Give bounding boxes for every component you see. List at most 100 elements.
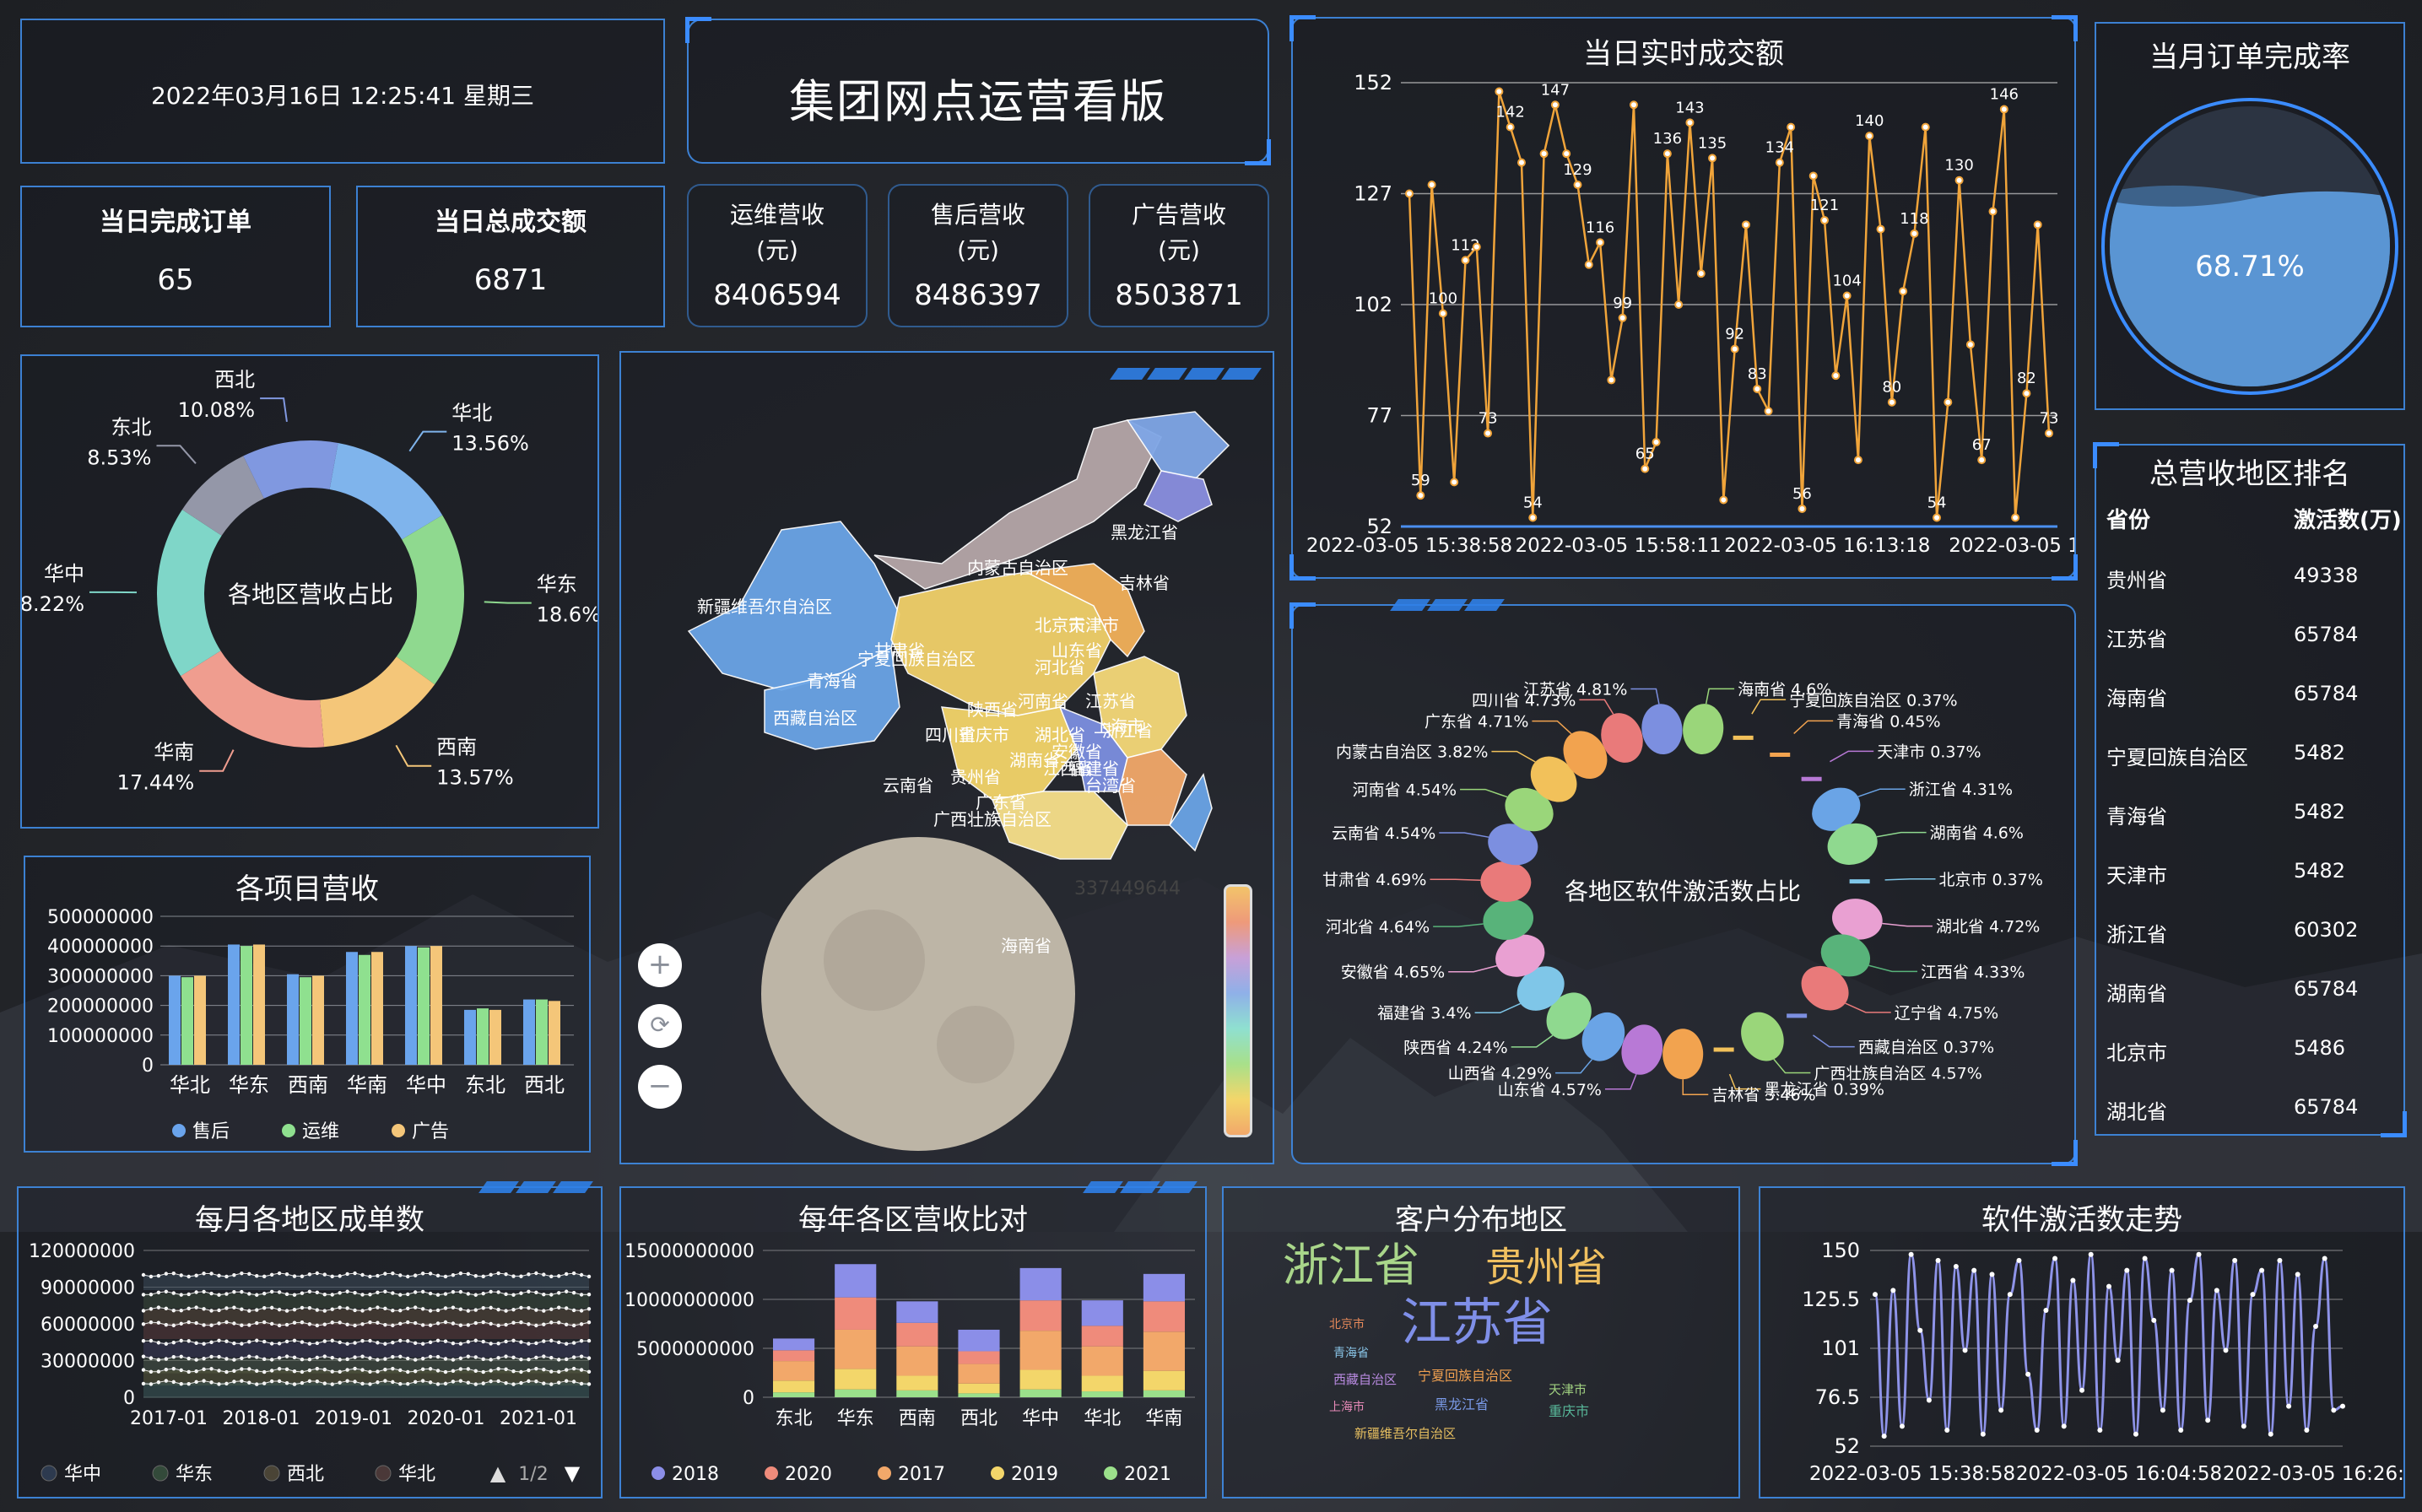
page-title: 集团网点运营看版 bbox=[789, 75, 1167, 128]
ring-label: 宁夏回族自治区 0.37% bbox=[1789, 691, 1957, 710]
panel-title: 每月各地区成单数 bbox=[195, 1203, 424, 1237]
data-label: 116 bbox=[1586, 219, 1614, 236]
ranking-value: 5486 bbox=[2294, 1036, 2346, 1060]
stack-2021-华中 bbox=[1019, 1389, 1062, 1397]
data-point bbox=[1933, 513, 1942, 522]
stack-2019-西北 bbox=[958, 1383, 1000, 1394]
bar-运维-东北 bbox=[477, 1008, 489, 1065]
series-line bbox=[143, 1321, 590, 1326]
map-label-宁夏回族自治区: 宁夏回族自治区 bbox=[857, 649, 976, 669]
corner-decoration bbox=[1245, 139, 1271, 165]
donut-slice-东北 bbox=[181, 456, 264, 536]
map-label-贵州省: 贵州省 bbox=[950, 767, 1001, 787]
legend-label: 2021 bbox=[1124, 1464, 1171, 1485]
map-label-四川省: 四川省 bbox=[925, 725, 976, 745]
visual-map-slider[interactable] bbox=[1224, 884, 1252, 1137]
data-label: 99 bbox=[1613, 294, 1632, 312]
data-point bbox=[2169, 1267, 2175, 1273]
data-point bbox=[1977, 456, 1987, 465]
ranking-province: 贵州省 bbox=[2106, 569, 2167, 592]
y-tick-label: 52 bbox=[1834, 1434, 1860, 1458]
data-point bbox=[2331, 1407, 2337, 1413]
stat-label: 当日完成订单 bbox=[100, 208, 251, 237]
data-point bbox=[1988, 207, 1998, 216]
revenue-ranking-panel: 总营收地区排名 省份 激活数(万) 贵州省 49338 江苏省 65784 海南省 657… bbox=[2093, 442, 2407, 1137]
gauge-liquid bbox=[2110, 185, 2390, 386]
zoom-out-button[interactable]: − bbox=[638, 1065, 682, 1109]
ring-segment bbox=[1488, 824, 1538, 866]
donut-center-label: 各地区营收占比 bbox=[228, 580, 393, 608]
map-label-海南省: 海南省 bbox=[1001, 936, 1052, 956]
data-point bbox=[1741, 220, 1750, 230]
mountain-background bbox=[0, 878, 2422, 1232]
data-point bbox=[1629, 100, 1638, 110]
datetime-panel: 2022年03月16日 12:25:41 星期三 bbox=[20, 19, 665, 164]
donut-label-pct: 8.53% bbox=[87, 446, 151, 469]
stat-unit: (元) bbox=[1158, 236, 1200, 264]
ranking-province: 浙江省 bbox=[2106, 923, 2167, 947]
stack-2021-华南 bbox=[1143, 1390, 1185, 1397]
data-point bbox=[2016, 1257, 2022, 1263]
stack-2020-华北 bbox=[1081, 1326, 1123, 1347]
ranking-province: 江苏省 bbox=[2106, 628, 2167, 651]
bar-广告-华北 bbox=[194, 975, 206, 1065]
data-point bbox=[587, 1338, 592, 1343]
data-label: 92 bbox=[1725, 326, 1744, 343]
donut-label-name: 华东 bbox=[537, 573, 577, 597]
word-江苏省: 江苏省 bbox=[1401, 1293, 1553, 1353]
legend-page-indicator: 1/2 bbox=[518, 1464, 548, 1485]
data-point bbox=[2178, 1428, 2184, 1434]
y-tick-label: 10000000000 bbox=[624, 1290, 754, 1311]
stat-card-turnover: 当日总成交额 6871 bbox=[356, 186, 665, 327]
area-band bbox=[143, 1293, 589, 1309]
zoom-reset-button[interactable]: ⟳ bbox=[638, 1004, 682, 1048]
data-label: 146 bbox=[1990, 86, 2019, 104]
map-label-甘肃省: 甘肃省 bbox=[874, 640, 925, 661]
corner-decoration bbox=[1289, 602, 1316, 629]
data-point bbox=[1775, 158, 1784, 167]
zoom-in-button[interactable]: + bbox=[638, 943, 682, 987]
ring-segment bbox=[1495, 934, 1545, 977]
panel-title: 当月订单完成率 bbox=[2149, 40, 2350, 74]
ring-segment bbox=[1563, 731, 1608, 780]
ring-label: 山东省 4.57% bbox=[1498, 1081, 1602, 1099]
data-label: 54 bbox=[1927, 494, 1947, 511]
ring-center-label: 各地区软件激活数占比 bbox=[1565, 878, 1801, 905]
data-label: 67 bbox=[1972, 436, 1992, 454]
ring-segment bbox=[1546, 992, 1592, 1040]
bar-运维-西北 bbox=[536, 999, 548, 1065]
stack-2019-华北 bbox=[1081, 1375, 1123, 1392]
series-line bbox=[143, 1307, 590, 1312]
word-西藏自治区: 西藏自治区 bbox=[1333, 1372, 1397, 1387]
stack-2021-西北 bbox=[958, 1393, 1000, 1397]
stack-2019-华中 bbox=[1019, 1369, 1062, 1390]
legend-dot bbox=[392, 1124, 405, 1137]
ring-leader-line bbox=[1876, 831, 1927, 838]
y-tick-label: 0 bbox=[743, 1388, 754, 1409]
map-region bbox=[1024, 563, 1145, 658]
moon-crater bbox=[824, 910, 925, 1011]
data-point bbox=[2007, 1292, 2013, 1298]
data-point bbox=[1662, 149, 1672, 159]
ring-leader-line bbox=[1439, 832, 1489, 838]
y-tick-label: 101 bbox=[1821, 1336, 1860, 1360]
panel-title: 当日实时成交额 bbox=[1583, 37, 1784, 71]
data-point bbox=[1980, 1431, 1986, 1437]
ring-label: 广西壮族自治区 4.57% bbox=[1814, 1064, 1981, 1083]
ring-segment bbox=[1801, 965, 1849, 1011]
data-point bbox=[587, 1382, 592, 1386]
china-map-panel: 黑龙江省 吉林省 内蒙古自治区 新疆维吾尔自治区 青海省 西藏自治区 甘肃省 宁夏回族自治区四… bbox=[619, 351, 1274, 1164]
monthly-orders-chart: 120000000 90000000 60000000 30000000 02017-0… bbox=[29, 1241, 592, 1485]
map-label-湖南省: 湖南省 bbox=[1009, 750, 1060, 770]
realtime-turnover-panel: 当日实时成交额 152 127 102 77 52 59 100 112 73 142 54 147 1… bbox=[1289, 15, 2078, 580]
x-tick-label: 2020-01 bbox=[408, 1408, 485, 1429]
ring-label: 吉林省 3.46% bbox=[1711, 1086, 1815, 1104]
data-point bbox=[1873, 1292, 1878, 1298]
legend-label: 华中 bbox=[64, 1464, 101, 1485]
activation-ring-chart: 各地区软件激活数占比 四川省 4.73%江苏省 4.81% 海南省 4.6%宁夏回族… bbox=[1322, 680, 2043, 1104]
stack-2020-华东 bbox=[835, 1297, 877, 1330]
bar-售后-东北 bbox=[464, 1009, 476, 1065]
ring-label: 北京市 0.37% bbox=[1939, 871, 2043, 889]
